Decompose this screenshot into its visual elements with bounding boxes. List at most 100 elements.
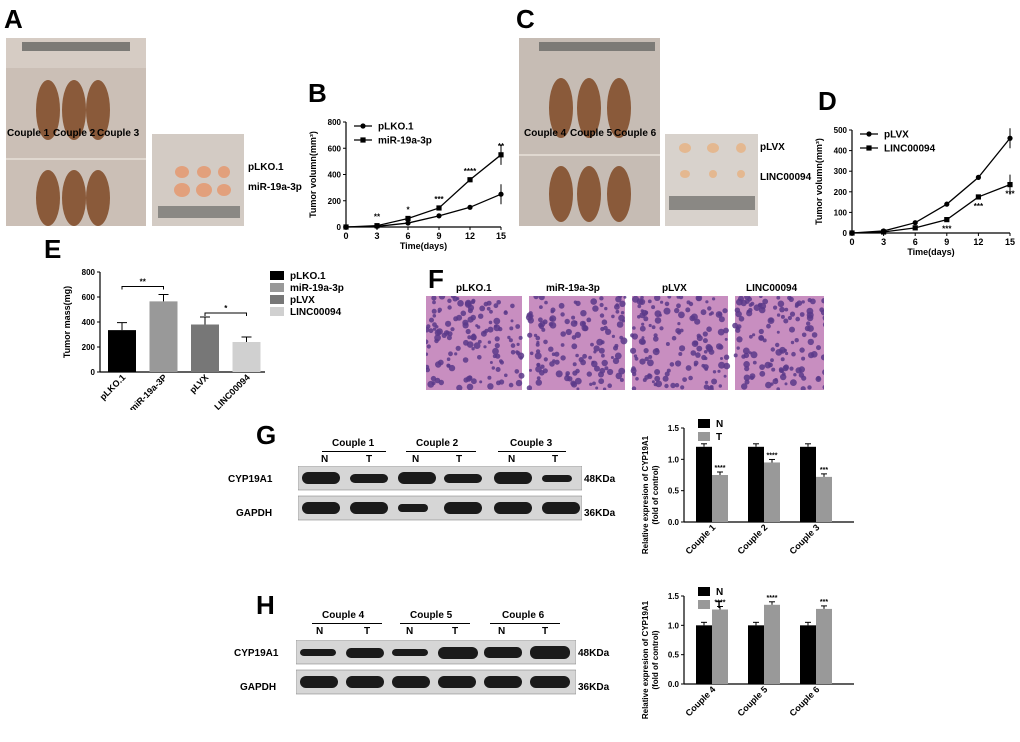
nucleus	[494, 343, 500, 349]
panel-label-d: D	[818, 86, 837, 116]
nucleus	[691, 340, 699, 347]
nucleus	[703, 350, 708, 354]
nucleus	[446, 363, 451, 368]
nucleus	[534, 352, 542, 360]
nucleus	[510, 350, 516, 355]
nucleus	[554, 351, 560, 357]
nucleus	[436, 328, 443, 335]
nucleus	[738, 316, 745, 322]
nucleus	[693, 360, 699, 366]
tumor-volume-chart-d: 0 100 200 300 400 500 0 3 6 9 12 15 Time(days) Tumor …	[814, 126, 1016, 257]
nucleus	[564, 318, 570, 325]
nucleus	[767, 317, 775, 324]
nucleus	[473, 342, 481, 349]
lane-label: T	[452, 626, 459, 637]
nucleus	[804, 325, 811, 332]
nucleus	[718, 316, 725, 323]
nucleus	[736, 336, 743, 343]
nucleus	[648, 323, 652, 328]
nucleus	[467, 308, 473, 314]
histology-label: pLKO.1	[456, 283, 492, 294]
nucleus	[599, 302, 604, 308]
nucleus	[529, 351, 534, 356]
nucleus	[489, 361, 493, 364]
significance-mark: *	[406, 205, 410, 214]
nucleus	[612, 357, 620, 365]
nucleus	[744, 379, 750, 385]
nucleus	[654, 369, 661, 375]
nucleus	[536, 376, 541, 380]
nucleus	[630, 347, 637, 354]
bar	[149, 301, 178, 372]
he-stain-images	[426, 296, 824, 390]
nucleus	[796, 300, 803, 306]
nucleus	[450, 327, 455, 332]
nucleus	[533, 296, 539, 300]
nucleus	[801, 375, 807, 381]
nucleus	[574, 320, 578, 324]
nucleus	[574, 331, 581, 338]
nucleus	[539, 321, 546, 327]
nucleus	[471, 378, 477, 385]
nucleus	[447, 298, 452, 303]
nucleus	[508, 338, 513, 343]
protein-label: GAPDH	[236, 508, 273, 519]
data-point	[944, 201, 950, 207]
series-line	[851, 137, 1011, 234]
nucleus	[594, 365, 600, 372]
couple-label: Couple 4	[524, 128, 567, 139]
y-tick-label: 400	[328, 171, 342, 180]
nucleus	[762, 338, 767, 343]
nucleus	[735, 327, 741, 333]
nucleus	[431, 381, 436, 386]
histology-panel: pLKO.1 miR-19a-3p pLVX LINC00094	[426, 280, 824, 392]
nucleus	[581, 321, 586, 326]
nucleus	[712, 297, 716, 301]
mice-photo-c	[519, 38, 660, 226]
couple-label: Couple 4	[322, 610, 365, 621]
nucleus	[743, 352, 750, 359]
nucleus	[435, 325, 439, 329]
panel-label-f: F	[428, 264, 444, 294]
nucleus	[704, 367, 708, 371]
nucleus	[494, 336, 500, 342]
nucleus	[619, 300, 626, 307]
nucleus	[636, 298, 644, 305]
nucleus	[527, 332, 533, 338]
nucleus	[723, 374, 727, 378]
nucleus	[508, 382, 514, 388]
nucleus	[438, 296, 446, 300]
legend-swatch	[270, 271, 284, 280]
y-tick-label: 0.5	[668, 651, 680, 660]
bar	[232, 342, 261, 372]
nucleus	[664, 383, 669, 389]
nucleus	[750, 301, 755, 306]
data-point	[912, 220, 918, 226]
nucleus	[479, 305, 486, 312]
legend-label: LINC00094	[884, 144, 936, 155]
y-tick-label: 0	[337, 223, 342, 232]
nucleus	[448, 364, 456, 372]
significance-mark: ****	[767, 595, 778, 602]
significance-mark: *	[224, 304, 228, 313]
nucleus	[437, 307, 442, 312]
nucleus	[614, 352, 622, 360]
y-tick-label: 100	[834, 208, 848, 217]
significance-mark: ****	[715, 599, 726, 606]
nucleus	[718, 344, 724, 350]
nucleus	[780, 373, 787, 381]
significance-mark: ***	[820, 599, 828, 606]
legend-marker	[360, 123, 366, 129]
nucleus	[660, 300, 664, 304]
nucleus	[688, 375, 693, 381]
nucleus	[736, 324, 742, 329]
nucleus	[493, 317, 501, 325]
nucleus	[770, 347, 775, 352]
nucleus	[644, 310, 649, 315]
nucleus	[774, 378, 778, 382]
y-axis-label: Tumor mass(mg)	[62, 286, 72, 358]
couple-label: Couple 6	[614, 128, 657, 139]
nucleus	[759, 364, 765, 370]
nucleus	[478, 313, 484, 319]
y-tick-label: 600	[328, 144, 342, 153]
